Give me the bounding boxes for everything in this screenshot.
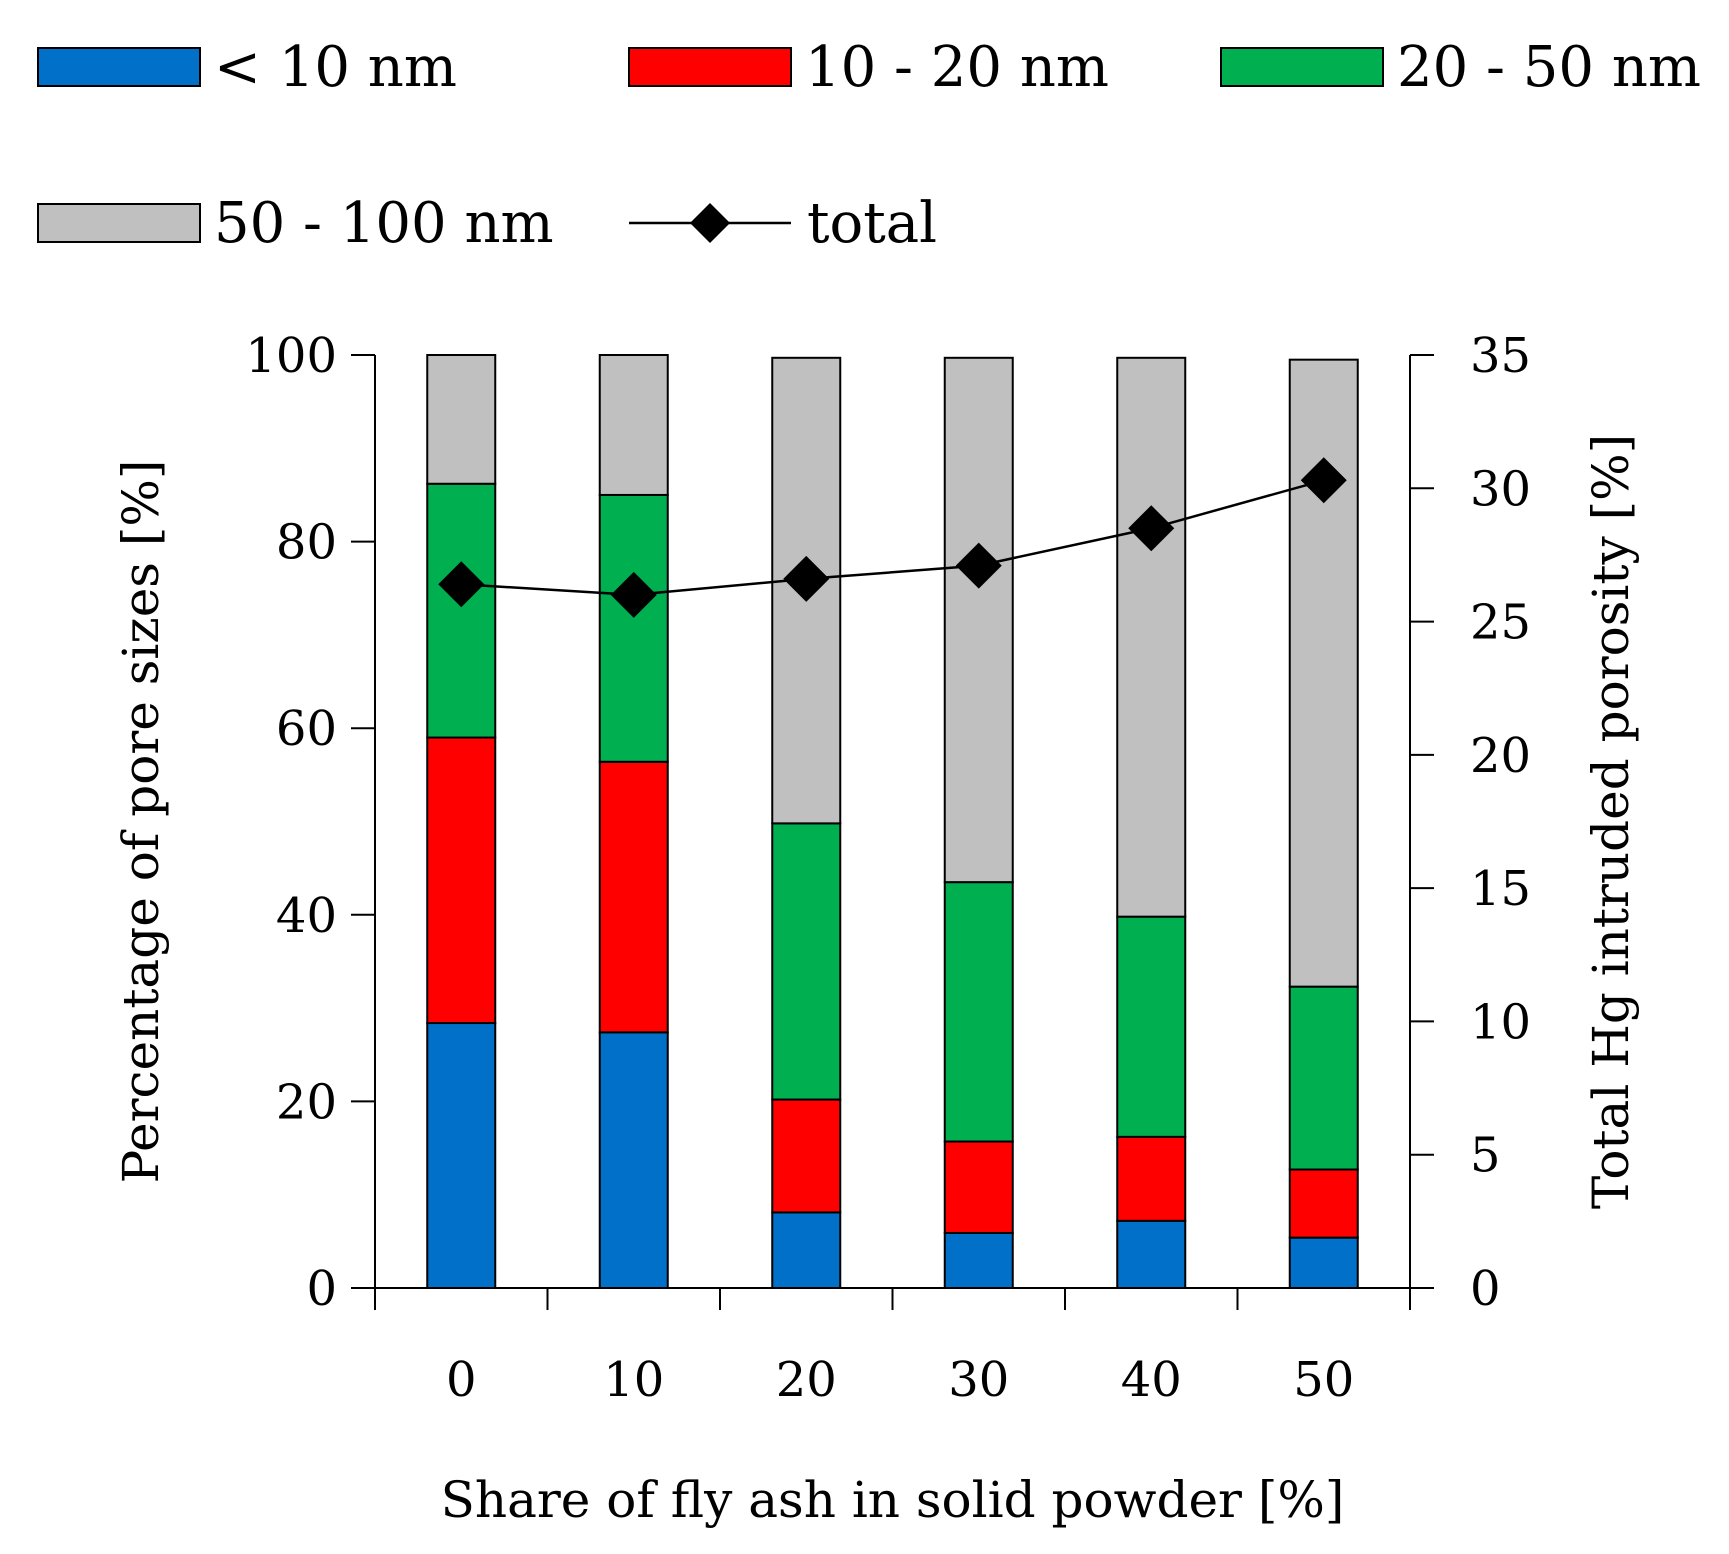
bar-1-0: [426, 736, 497, 1025]
y2-tick-label: 30: [1470, 461, 1531, 517]
bar-3-1: [598, 354, 669, 496]
y-tick-label: 80: [276, 515, 337, 571]
x-tick-label: 10: [603, 1352, 664, 1408]
y-tick-label: 20: [276, 1074, 337, 1130]
total-marker-0: [438, 561, 485, 608]
y2-tick-label: 15: [1470, 861, 1531, 917]
bar-0-1: [598, 1031, 669, 1290]
bar-2-1: [598, 493, 669, 763]
bar-3-4: [1116, 356, 1187, 918]
bar-0-5: [1288, 1236, 1359, 1290]
legend-50-100-swatch: [37, 203, 201, 243]
legend-10-20-label: 10 - 20 nm: [805, 35, 1109, 100]
bar-2-3: [943, 881, 1014, 1143]
bar-1-3: [943, 1140, 1014, 1234]
bar-2-4: [1116, 915, 1187, 1138]
legend-10-20-swatch: [628, 47, 792, 87]
legend-total-marker: [690, 203, 730, 243]
y-axis-title: Percentage of pore sizes [%]: [112, 460, 170, 1184]
x-tick-label: 0: [446, 1352, 477, 1408]
legend-20-50-label: 20 - 50 nm: [1397, 35, 1701, 100]
bar-3-5: [1288, 358, 1359, 988]
bar-1-5: [1288, 1168, 1359, 1239]
bar-3-0: [426, 354, 497, 485]
y2-tick-label: 35: [1470, 328, 1531, 384]
y2-tick-label: 5: [1470, 1128, 1501, 1184]
total-marker-2: [783, 555, 830, 602]
bar-2-5: [1288, 985, 1359, 1171]
y2-axis-title: Total Hg intruded porosity [%]: [1582, 434, 1640, 1209]
legend-20-50-swatch: [1220, 47, 1384, 87]
bar-1-1: [598, 760, 669, 1034]
bar-1-2: [771, 1098, 842, 1214]
legend-50-100-label: 50 - 100 nm: [214, 191, 554, 256]
x-tick-label: 20: [776, 1352, 837, 1408]
total-line: [461, 479, 1325, 597]
y2-tick-label: 20: [1470, 728, 1531, 784]
x-tick-label: 30: [948, 1352, 1009, 1408]
bar-0-0: [426, 1022, 497, 1289]
bar-0-4: [1116, 1219, 1187, 1289]
y-tick-label: 100: [245, 328, 337, 384]
legend-lt10-label: < 10 nm: [214, 35, 457, 100]
bar-0-2: [771, 1211, 842, 1289]
y2-tick-label: 0: [1470, 1261, 1501, 1317]
total-marker-5: [1300, 457, 1347, 504]
x-axis-title: Share of fly ash in solid powder [%]: [441, 1471, 1345, 1529]
y-tick-label: 0: [306, 1261, 337, 1317]
y-tick-label: 60: [276, 701, 337, 757]
bar-2-0: [426, 482, 497, 739]
x-tick-label: 40: [1121, 1352, 1182, 1408]
bar-2-2: [771, 822, 842, 1101]
total-marker-4: [1128, 505, 1175, 552]
x-tick-label: 50: [1293, 1352, 1354, 1408]
y-tick-label: 40: [276, 888, 337, 944]
y2-tick-label: 25: [1470, 595, 1531, 651]
legend-total-label: total: [807, 191, 937, 256]
y2-tick-label: 10: [1470, 994, 1531, 1050]
total-marker-1: [610, 571, 657, 618]
bar-3-3: [943, 356, 1014, 884]
bar-0-3: [943, 1231, 1014, 1290]
legend-lt10-swatch: [37, 47, 201, 87]
bar-1-4: [1116, 1135, 1187, 1222]
total-marker-3: [955, 542, 1002, 589]
